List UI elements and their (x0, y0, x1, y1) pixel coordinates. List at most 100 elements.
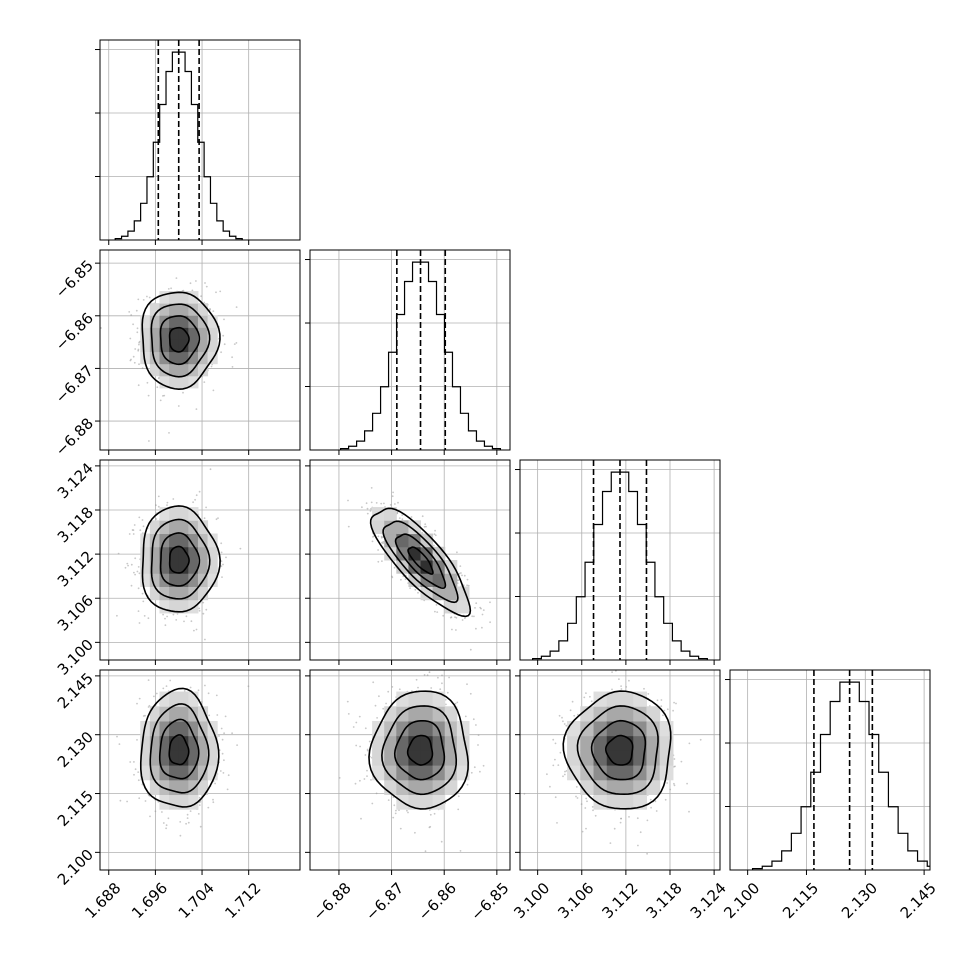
density-bin (178, 573, 189, 587)
scatter-point (191, 289, 194, 292)
density-bin (384, 546, 397, 561)
scatter-point (400, 578, 402, 581)
scatter-point (647, 693, 650, 695)
scatter-point (571, 700, 574, 703)
scatter-point (366, 769, 368, 772)
panel-frame (99, 39, 301, 241)
scatter-point (203, 381, 206, 383)
scatter-point (162, 687, 165, 690)
density-bin (432, 720, 446, 737)
density-bin (444, 765, 458, 781)
density-bin (140, 750, 151, 766)
scatter-point (126, 800, 128, 803)
density-bin (159, 291, 170, 304)
scatter-point (424, 850, 427, 853)
scatter-point (559, 751, 562, 754)
scatter-point (666, 782, 669, 784)
scatter-point (392, 816, 395, 819)
scatter-point (154, 810, 157, 813)
density-bin (169, 303, 180, 316)
scatter-point (586, 800, 588, 803)
scatter-point (185, 822, 188, 825)
scatter-point (176, 613, 179, 615)
scatter-point (142, 525, 145, 528)
density-bin (188, 794, 199, 810)
scatter-point (164, 617, 166, 620)
scatter-point (673, 758, 676, 760)
density-bin (178, 706, 189, 722)
density-bin (420, 765, 434, 781)
contour-level-2 (393, 719, 446, 781)
scatter-point (147, 394, 150, 397)
scatter-point (223, 759, 225, 762)
scatter-point (193, 629, 195, 632)
scatter-point (441, 674, 443, 677)
scatter-point (224, 715, 227, 718)
scatter-point (204, 282, 206, 284)
density-bin (606, 735, 621, 751)
density-bin (178, 586, 189, 601)
density-bin (169, 735, 180, 751)
scatter-point (210, 365, 213, 368)
panel-frame (729, 669, 931, 871)
scatter-point (628, 816, 630, 818)
scatter-point (436, 611, 439, 613)
contour-level-3 (576, 705, 659, 796)
scatter-point (380, 536, 383, 539)
scatter-point (135, 309, 138, 312)
scatter-point (212, 798, 214, 801)
density-bin (140, 351, 151, 365)
scatter-point (381, 560, 383, 562)
scatter-point (191, 667, 193, 669)
density-bin (408, 706, 422, 722)
panel-frame (309, 249, 511, 451)
histogram-panel-2 (305, 249, 511, 455)
scatter-point (136, 327, 139, 330)
density-bin (384, 750, 397, 766)
density-bin (159, 779, 170, 796)
scatter-point (618, 678, 620, 680)
scatter-point (393, 566, 396, 569)
scatter-point (620, 688, 623, 690)
scatter-point (214, 782, 217, 785)
scatter-point (594, 814, 597, 817)
histogram-panel-1 (95, 39, 301, 245)
scatter-point (398, 661, 400, 663)
density-bin (169, 363, 180, 377)
density-bin (169, 706, 180, 722)
scatter-point (195, 494, 198, 497)
scatter-point (166, 501, 169, 504)
scatter-point (116, 735, 118, 738)
scatter-point (221, 576, 223, 578)
density-bin (207, 339, 218, 353)
y-tick-label: 2.115 (54, 787, 97, 830)
scatter-point (207, 692, 210, 695)
scatter-point (147, 617, 150, 620)
y-tick-label: 2.130 (54, 728, 97, 771)
density-bin (149, 546, 160, 561)
density-bin (188, 706, 199, 722)
scatter-point (155, 518, 158, 520)
scatter-point (364, 727, 367, 730)
density-bin (149, 315, 160, 328)
scatter-point (662, 714, 664, 717)
contour-level-2 (158, 718, 200, 780)
density-bin (408, 794, 422, 810)
scatter-point (153, 695, 155, 698)
density-bin (188, 533, 199, 548)
scatter-point (454, 616, 456, 618)
scatter-point (127, 564, 129, 567)
scatter-point (208, 714, 211, 717)
scatter-point (562, 775, 564, 778)
scatter-point (225, 556, 227, 559)
y-tick-label: −6.88 (52, 414, 97, 459)
density-bin (606, 706, 621, 722)
scatter-point (359, 779, 361, 782)
x-tick-label: 2.145 (897, 879, 940, 922)
scatter-point (398, 688, 401, 691)
density-bin (169, 546, 180, 561)
scatter-point (215, 518, 218, 521)
density-bin (207, 315, 218, 328)
scatter-point (646, 852, 648, 855)
scatter-point (466, 683, 468, 686)
